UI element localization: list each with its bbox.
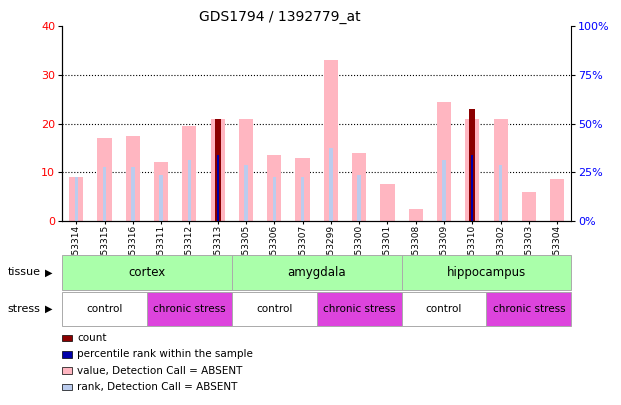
Text: rank, Detection Call = ABSENT: rank, Detection Call = ABSENT bbox=[77, 382, 237, 392]
Bar bbox=[301, 177, 304, 221]
Bar bbox=[239, 119, 253, 221]
Text: chronic stress: chronic stress bbox=[492, 304, 565, 314]
Bar bbox=[69, 177, 83, 221]
Text: ▶: ▶ bbox=[45, 267, 52, 277]
Bar bbox=[486, 292, 571, 326]
Bar bbox=[217, 155, 219, 221]
Text: cortex: cortex bbox=[129, 266, 166, 279]
Bar bbox=[75, 177, 78, 221]
Text: hippocampus: hippocampus bbox=[447, 266, 526, 279]
Bar bbox=[160, 175, 163, 221]
Bar bbox=[499, 165, 502, 221]
Bar bbox=[317, 292, 402, 326]
Bar bbox=[402, 292, 486, 326]
Bar bbox=[188, 160, 191, 221]
Bar bbox=[211, 119, 225, 221]
Bar bbox=[131, 167, 135, 221]
Text: chronic stress: chronic stress bbox=[153, 304, 225, 314]
Bar bbox=[324, 60, 338, 221]
Bar bbox=[522, 192, 536, 221]
Text: control: control bbox=[86, 304, 123, 314]
Bar bbox=[267, 155, 281, 221]
Text: ▶: ▶ bbox=[45, 304, 52, 314]
Bar bbox=[442, 160, 446, 221]
Bar bbox=[154, 162, 168, 221]
Bar bbox=[296, 158, 310, 221]
Text: amygdala: amygdala bbox=[288, 266, 346, 279]
Bar bbox=[62, 255, 232, 290]
Bar bbox=[358, 175, 361, 221]
Bar bbox=[469, 109, 475, 221]
Bar bbox=[409, 209, 423, 221]
Bar bbox=[402, 255, 571, 290]
Text: control: control bbox=[256, 304, 292, 314]
Bar bbox=[494, 119, 507, 221]
Bar bbox=[471, 155, 473, 221]
Bar bbox=[550, 179, 564, 221]
Bar bbox=[215, 119, 220, 221]
Bar bbox=[103, 167, 106, 221]
Bar bbox=[352, 153, 366, 221]
Bar bbox=[147, 292, 232, 326]
Bar bbox=[232, 255, 402, 290]
Bar bbox=[183, 126, 196, 221]
Text: tissue: tissue bbox=[7, 267, 40, 277]
Bar bbox=[244, 165, 248, 221]
Text: value, Detection Call = ABSENT: value, Detection Call = ABSENT bbox=[77, 366, 242, 375]
Text: stress: stress bbox=[7, 304, 40, 314]
Bar bbox=[471, 162, 474, 221]
Bar bbox=[273, 177, 276, 221]
Bar bbox=[125, 136, 140, 221]
Text: percentile rank within the sample: percentile rank within the sample bbox=[77, 350, 253, 359]
Text: chronic stress: chronic stress bbox=[323, 304, 396, 314]
Bar bbox=[437, 102, 451, 221]
Bar bbox=[380, 184, 394, 221]
Bar bbox=[232, 292, 317, 326]
Bar bbox=[465, 119, 479, 221]
Text: control: control bbox=[426, 304, 462, 314]
Bar bbox=[97, 138, 112, 221]
Text: GDS1794 / 1392779_at: GDS1794 / 1392779_at bbox=[199, 10, 360, 24]
Text: count: count bbox=[77, 333, 107, 343]
Bar bbox=[329, 148, 333, 221]
Bar bbox=[62, 292, 147, 326]
